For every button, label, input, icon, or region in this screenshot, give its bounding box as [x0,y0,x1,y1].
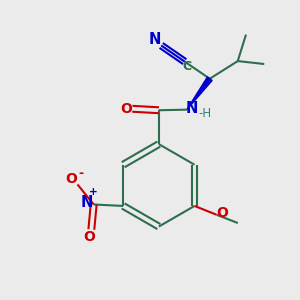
Text: O: O [216,206,228,220]
Text: N: N [81,195,93,210]
Text: -: - [79,167,84,180]
Text: N: N [186,101,198,116]
Text: O: O [120,102,132,116]
Text: C: C [182,61,192,74]
Polygon shape [187,77,212,110]
Text: +: + [89,187,98,197]
Text: N: N [149,32,161,47]
Text: O: O [65,172,77,186]
Text: -H: -H [199,107,212,120]
Text: O: O [83,230,95,244]
